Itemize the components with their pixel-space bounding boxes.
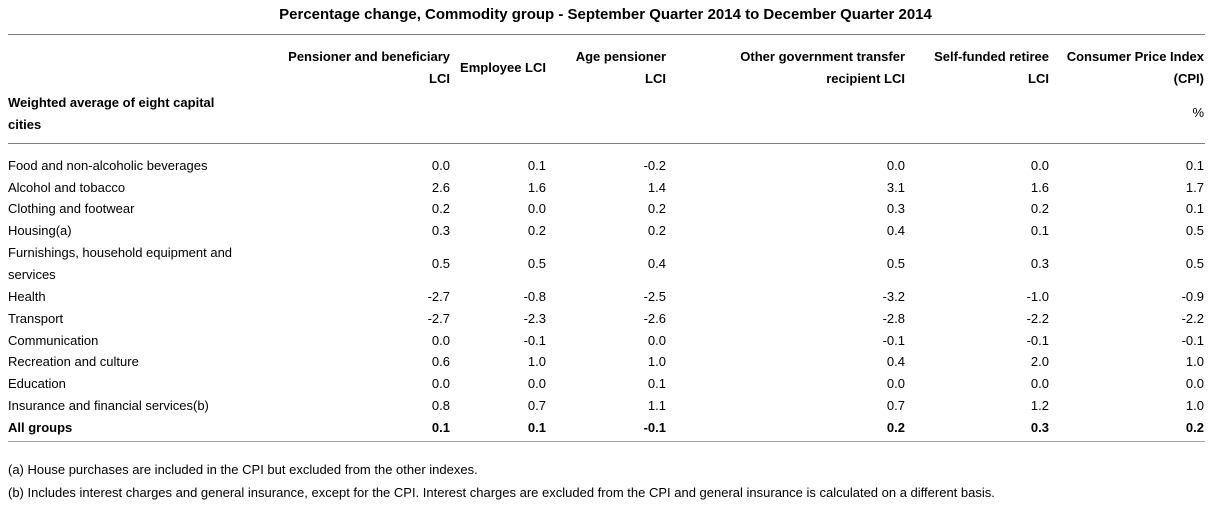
cell-value: 0.5 <box>431 256 450 271</box>
unit-label: % <box>1192 105 1204 120</box>
cell-value: 1.4 <box>647 180 666 195</box>
footer-rule <box>8 441 1205 442</box>
row-label: Education <box>8 376 66 391</box>
row-label: All groups <box>8 420 73 435</box>
cell-value: 1.1 <box>647 398 666 413</box>
cell-value: -2.2 <box>1026 311 1049 326</box>
cell-value: -0.1 <box>882 333 905 348</box>
cell-value: 0.1 <box>527 420 546 435</box>
header-rule <box>8 143 1205 144</box>
cell-value: 0.8 <box>431 398 450 413</box>
cell-value: -2.5 <box>643 289 666 304</box>
row-header: Weighted average of eight capital cities <box>8 95 215 132</box>
cell-value: 0.7 <box>886 398 905 413</box>
cell-value: -0.1 <box>643 420 666 435</box>
cell-value: 0.2 <box>431 201 450 216</box>
cell-value: 0.1 <box>1030 223 1049 238</box>
row-label: Alcohol and tobacco <box>8 180 126 195</box>
cell-value: 1.6 <box>527 180 546 195</box>
cell-value: 0.1 <box>431 420 450 435</box>
row-label: Recreation and culture <box>8 354 139 369</box>
cell-value: 0.0 <box>431 376 450 391</box>
cell-value: -1.0 <box>1026 289 1049 304</box>
cell-value: -0.1 <box>1181 333 1204 348</box>
cell-value: -2.7 <box>427 289 450 304</box>
cell-value: 1.6 <box>1030 180 1049 195</box>
top-rule <box>8 34 1205 35</box>
cell-value: 0.1 <box>647 376 666 391</box>
row-label: Furnishings, household equipment and ser… <box>8 245 233 282</box>
cell-value: -0.9 <box>1181 289 1204 304</box>
row-label: Transport <box>8 311 64 326</box>
cell-value: 0.4 <box>886 223 905 238</box>
cell-value: 0.2 <box>647 223 666 238</box>
cell-value: 2.6 <box>431 180 450 195</box>
cell-value: -2.8 <box>882 311 905 326</box>
cell-value: 0.0 <box>431 158 450 173</box>
cell-value: -0.1 <box>1026 333 1049 348</box>
row-label: Insurance and financial services(b) <box>8 398 209 413</box>
cell-value: 0.3 <box>1030 256 1049 271</box>
cell-value: 1.2 <box>1030 398 1049 413</box>
table-title: Percentage change, Commodity group - Sep… <box>279 6 932 23</box>
col-header-employee: Employee LCI <box>460 60 546 75</box>
row-label: Health <box>8 289 46 304</box>
col-header-cpi: Consumer Price Index (CPI) <box>1066 49 1204 86</box>
cell-value: 0.2 <box>886 420 905 435</box>
cell-value: 0.5 <box>527 256 546 271</box>
cell-value: 0.2 <box>527 223 546 238</box>
cell-value: 1.0 <box>527 354 546 369</box>
cell-value: 0.0 <box>527 376 546 391</box>
cell-value: 0.2 <box>1030 201 1049 216</box>
cell-value: 0.1 <box>1185 201 1204 216</box>
cell-value: -2.3 <box>523 311 546 326</box>
cell-value: -2.2 <box>1181 311 1204 326</box>
cell-value: 0.5 <box>1185 256 1204 271</box>
cell-value: 0.3 <box>1030 420 1049 435</box>
cell-value: -2.6 <box>643 311 666 326</box>
cell-value: 1.0 <box>647 354 666 369</box>
cell-value: 0.1 <box>1185 158 1204 173</box>
cell-value: -0.2 <box>643 158 666 173</box>
cell-value: 1.7 <box>1185 180 1204 195</box>
cell-value: 0.3 <box>431 223 450 238</box>
cell-value: -2.7 <box>427 311 450 326</box>
cell-value: 0.7 <box>527 398 546 413</box>
cell-value: 1.0 <box>1185 354 1204 369</box>
cell-value: 0.4 <box>886 354 905 369</box>
col-header-age-pensioner: Age pensioner LCI <box>575 49 666 86</box>
row-label: Clothing and footwear <box>8 201 135 216</box>
cell-value: -3.2 <box>882 289 905 304</box>
cell-value: -0.8 <box>523 289 546 304</box>
cell-value: 2.0 <box>1030 354 1049 369</box>
cell-value: 0.0 <box>1030 158 1049 173</box>
cell-value: 0.0 <box>1185 376 1204 391</box>
row-label: Housing(a) <box>8 223 72 238</box>
cell-value: -0.1 <box>523 333 546 348</box>
cell-value: 0.4 <box>647 256 666 271</box>
cell-value: 0.2 <box>647 201 666 216</box>
col-header-other-govt: Other government transfer recipient LCI <box>740 49 905 86</box>
cell-value: 0.2 <box>1185 420 1204 435</box>
cell-value: 0.0 <box>1030 376 1049 391</box>
cell-value: 0.0 <box>886 158 905 173</box>
footnote-a: (a) House purchases are included in the … <box>8 462 478 477</box>
cell-value: 0.3 <box>886 201 905 216</box>
col-header-pensioner: Pensioner and beneficiary LCI <box>288 49 450 86</box>
cell-value: 3.1 <box>886 180 905 195</box>
row-label: Communication <box>8 333 99 348</box>
cell-value: 0.0 <box>527 201 546 216</box>
cell-value: 1.0 <box>1185 398 1204 413</box>
col-header-self-funded: Self-funded retiree LCI <box>934 49 1049 86</box>
cell-value: 0.0 <box>647 333 666 348</box>
cell-value: 0.5 <box>886 256 905 271</box>
cell-value: 0.1 <box>527 158 546 173</box>
footnote-b: (b) Includes interest charges and genera… <box>8 485 995 500</box>
cell-value: 0.0 <box>886 376 905 391</box>
cell-value: 0.5 <box>1185 223 1204 238</box>
cell-value: 0.6 <box>431 354 450 369</box>
cell-value: 0.0 <box>431 333 450 348</box>
row-label: Food and non-alcoholic beverages <box>8 158 208 173</box>
table-row: Furnishings, household equipment and ser… <box>0 242 1211 286</box>
